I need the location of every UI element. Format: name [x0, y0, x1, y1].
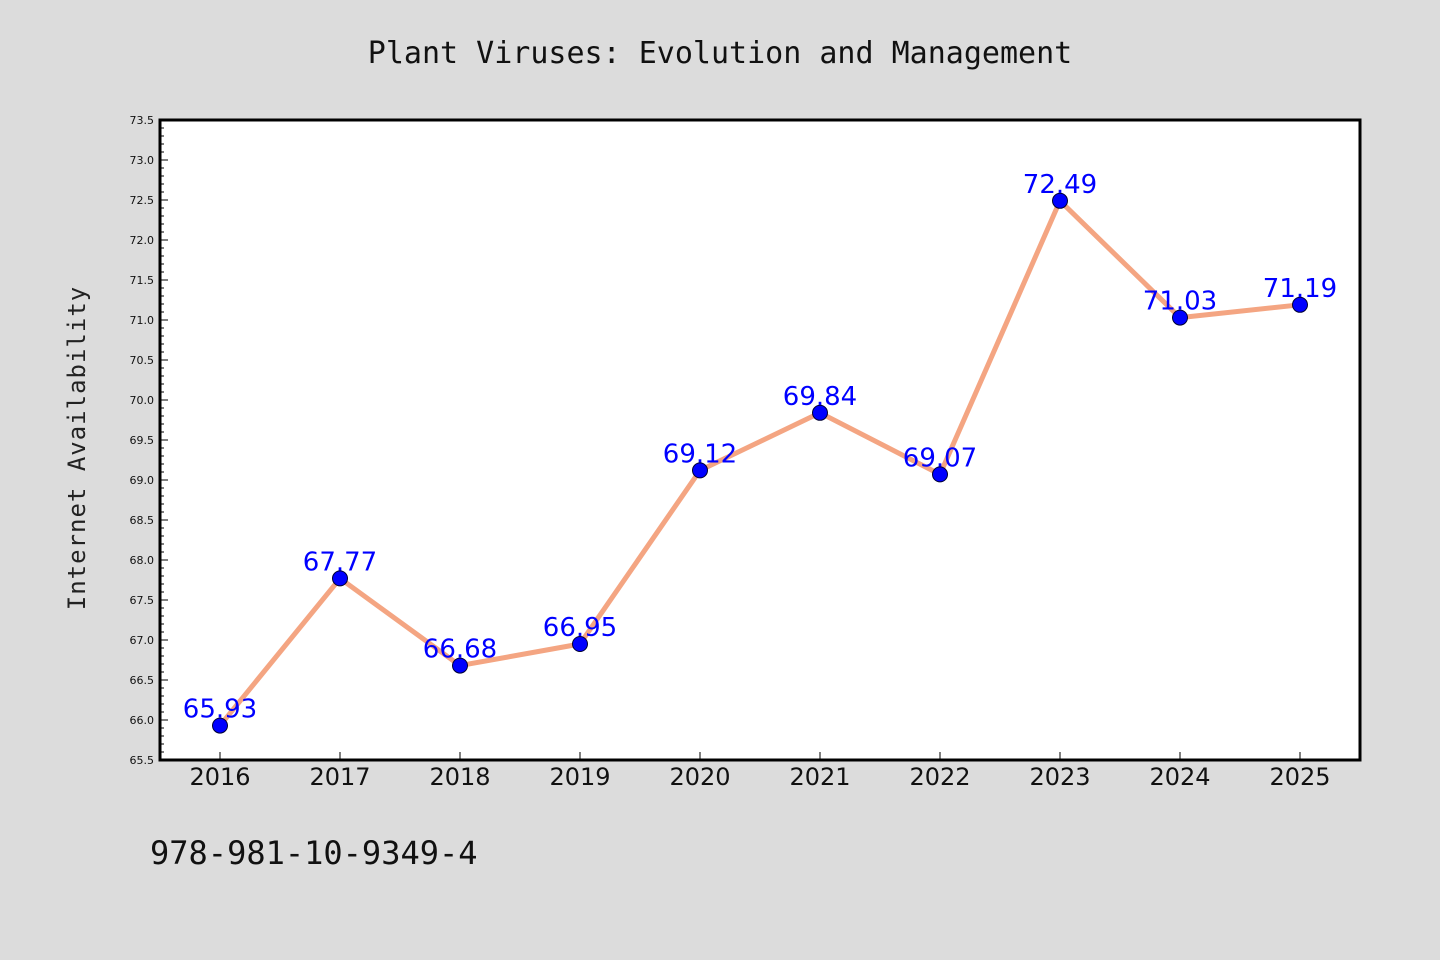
- data-point: [692, 462, 708, 479]
- data-point: [332, 570, 348, 587]
- x-tick-label: 2016: [189, 763, 250, 791]
- y-tick-label: 69.0: [130, 474, 155, 487]
- data-point: [1052, 192, 1068, 209]
- data-point: [452, 657, 468, 674]
- y-tick-label: 68.5: [130, 514, 155, 527]
- y-tick-label: 70.0: [130, 394, 155, 407]
- data-point: [572, 636, 588, 652]
- y-tick-label: 71.5: [130, 274, 155, 287]
- x-tick-label: 2021: [789, 763, 850, 791]
- x-tick-label: 2020: [669, 763, 730, 791]
- data-label: 71.03: [1143, 287, 1217, 317]
- data-label: 65.93: [183, 695, 257, 725]
- y-tick-label: 67.5: [130, 594, 155, 607]
- data-labels: 65.93 67.77 66.68 66.95 69.12 69.84 69.07 72.49…: [183, 170, 1337, 725]
- y-tick-label: 72.5: [130, 194, 155, 207]
- y-tick-label: 71.0: [130, 314, 155, 327]
- y-axis-ticks: 65.5 66.0 66.5 67.0 67.5 68.0 68.5 69.0 69.5 70.0…: [130, 114, 168, 767]
- x-tick-label: 2018: [429, 763, 490, 791]
- y-tick-label: 73.5: [130, 114, 155, 127]
- x-tick-label: 2019: [549, 763, 610, 791]
- y-tick-label: 70.5: [130, 354, 155, 367]
- x-tick-label: 2023: [1029, 763, 1090, 791]
- x-tick-label: 2025: [1269, 763, 1330, 791]
- y-tick-label: 73.0: [130, 154, 155, 167]
- data-label: 72.49: [1023, 170, 1097, 200]
- data-label: 69.07: [903, 443, 977, 473]
- data-point: [212, 717, 228, 734]
- data-point: [932, 466, 948, 483]
- data-label: 67.77: [303, 547, 377, 577]
- isbn-footer: 978-981-10-9349-4: [150, 834, 478, 872]
- y-tick-label: 66.0: [130, 714, 155, 727]
- x-tick-label: 2024: [1149, 763, 1210, 791]
- data-point: [1292, 296, 1308, 313]
- y-tick-label: 67.0: [130, 634, 155, 647]
- data-label: 69.12: [663, 439, 737, 469]
- series-line: [217, 198, 1303, 729]
- x-tick-label: 2017: [309, 763, 370, 791]
- y-tick-label: 65.5: [130, 754, 155, 767]
- y-tick-label: 72.0: [130, 234, 155, 247]
- data-label: 69.84: [783, 382, 857, 412]
- x-tick-label: 2022: [909, 763, 970, 791]
- y-tick-label: 68.0: [130, 554, 155, 567]
- data-markers: [212, 192, 1308, 734]
- data-point: [812, 404, 828, 421]
- series-line-group: [217, 198, 1303, 729]
- data-label: 71.19: [1263, 274, 1337, 304]
- x-axis-ticks: 2016 2017 2018 2019 2020 2021 2022 2023 2024 2025: [189, 752, 1331, 791]
- y-axis-label: Internet Availability: [63, 286, 91, 610]
- y-tick-label: 69.5: [130, 434, 155, 447]
- data-label: 66.68: [423, 635, 497, 665]
- chart-title: Plant Viruses: Evolution and Management: [368, 36, 1072, 71]
- y-tick-label: 66.5: [130, 674, 155, 687]
- data-label: 66.95: [543, 613, 617, 643]
- data-point: [1172, 309, 1188, 326]
